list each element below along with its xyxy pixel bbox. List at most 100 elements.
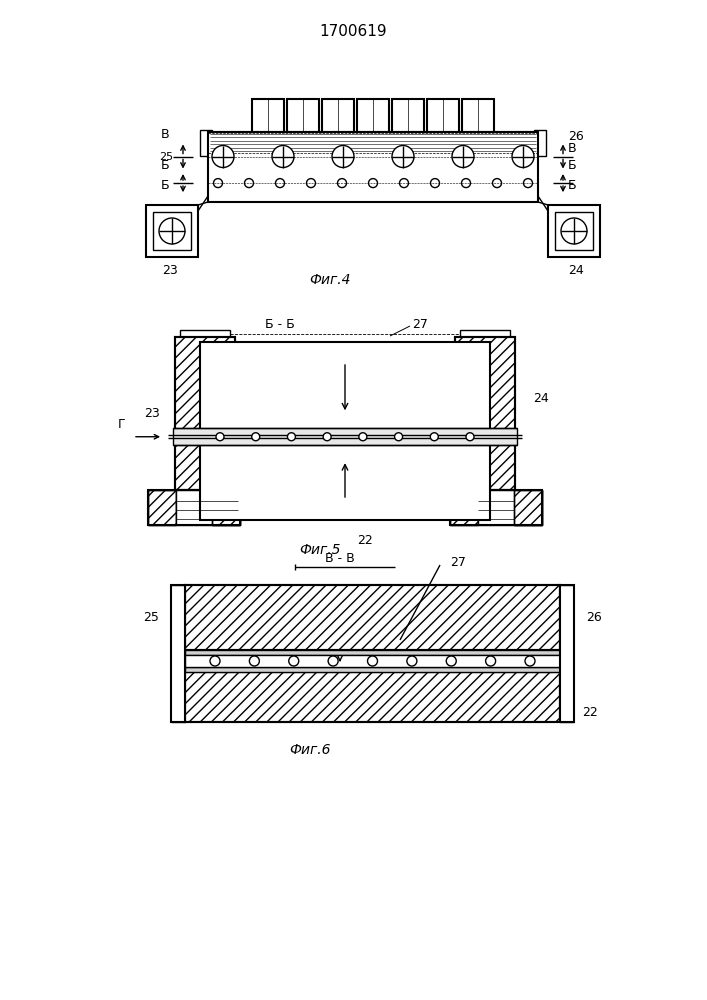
Circle shape bbox=[452, 145, 474, 167]
Circle shape bbox=[525, 656, 535, 666]
Circle shape bbox=[212, 145, 234, 167]
Bar bbox=[478, 490, 542, 525]
Bar bbox=[185, 650, 560, 655]
Circle shape bbox=[337, 179, 346, 188]
Circle shape bbox=[250, 656, 259, 666]
Text: 27: 27 bbox=[412, 318, 428, 330]
Circle shape bbox=[288, 656, 299, 666]
Text: 25: 25 bbox=[143, 611, 159, 624]
Bar bbox=[252, 99, 284, 132]
Text: Фиг.4: Фиг.4 bbox=[309, 273, 351, 287]
Circle shape bbox=[523, 179, 532, 188]
Text: В: В bbox=[568, 142, 577, 155]
Bar bbox=[148, 490, 176, 525]
Bar bbox=[450, 490, 542, 525]
Circle shape bbox=[276, 179, 284, 188]
Circle shape bbox=[307, 179, 315, 188]
Text: Б: Б bbox=[568, 159, 577, 172]
Text: 22: 22 bbox=[582, 706, 597, 718]
Bar bbox=[322, 99, 354, 132]
Text: Б: Б bbox=[568, 179, 577, 192]
Bar bbox=[185, 585, 560, 650]
Bar bbox=[148, 490, 176, 525]
Bar bbox=[200, 342, 490, 520]
Circle shape bbox=[466, 433, 474, 441]
Text: Б: Б bbox=[160, 179, 169, 192]
Bar bbox=[148, 490, 240, 525]
Circle shape bbox=[407, 656, 417, 666]
Circle shape bbox=[216, 433, 224, 441]
Text: Фиг.6: Фиг.6 bbox=[289, 743, 331, 757]
Circle shape bbox=[368, 179, 378, 188]
Bar bbox=[460, 330, 510, 342]
Bar bbox=[200, 130, 212, 156]
Bar bbox=[175, 337, 235, 490]
Circle shape bbox=[328, 656, 338, 666]
Bar bbox=[455, 337, 515, 490]
Circle shape bbox=[493, 179, 501, 188]
Circle shape bbox=[399, 179, 409, 188]
Bar bbox=[212, 490, 240, 525]
Bar bbox=[185, 585, 560, 650]
Bar bbox=[171, 585, 185, 722]
Bar bbox=[560, 585, 574, 722]
Bar bbox=[153, 212, 191, 250]
Bar bbox=[462, 99, 494, 132]
Bar bbox=[185, 667, 560, 672]
Text: В - В: В - В bbox=[325, 552, 355, 564]
Text: Б: Б bbox=[160, 159, 169, 172]
Bar bbox=[185, 655, 560, 667]
Text: 26: 26 bbox=[586, 611, 602, 624]
Circle shape bbox=[392, 145, 414, 167]
Text: 24: 24 bbox=[568, 264, 584, 277]
Text: 25: 25 bbox=[159, 151, 173, 161]
Bar bbox=[212, 490, 240, 525]
Circle shape bbox=[486, 656, 496, 666]
Circle shape bbox=[288, 433, 296, 441]
Text: 23: 23 bbox=[162, 264, 178, 277]
Circle shape bbox=[431, 179, 440, 188]
Bar bbox=[208, 132, 538, 202]
Bar bbox=[460, 485, 510, 497]
Circle shape bbox=[210, 656, 220, 666]
Circle shape bbox=[332, 145, 354, 167]
Circle shape bbox=[462, 179, 470, 188]
Circle shape bbox=[431, 433, 438, 441]
Circle shape bbox=[323, 433, 331, 441]
Text: 26: 26 bbox=[568, 130, 584, 143]
Bar bbox=[180, 330, 230, 342]
Bar bbox=[455, 337, 515, 490]
Bar bbox=[208, 132, 538, 154]
Circle shape bbox=[446, 656, 456, 666]
Circle shape bbox=[395, 433, 402, 441]
Circle shape bbox=[368, 656, 378, 666]
Bar bbox=[175, 337, 235, 490]
Bar bbox=[146, 205, 198, 257]
Text: 1700619: 1700619 bbox=[319, 24, 387, 39]
Text: 23: 23 bbox=[144, 407, 160, 420]
Circle shape bbox=[252, 433, 259, 441]
Bar bbox=[180, 485, 230, 497]
Text: 27: 27 bbox=[450, 556, 466, 570]
Circle shape bbox=[359, 433, 367, 441]
Bar bbox=[514, 490, 542, 525]
Bar bbox=[450, 490, 478, 525]
Circle shape bbox=[214, 179, 223, 188]
Circle shape bbox=[561, 218, 587, 244]
Bar bbox=[427, 99, 459, 132]
Bar bbox=[450, 490, 478, 525]
Text: Б - Б: Б - Б bbox=[265, 318, 295, 330]
Bar bbox=[555, 212, 593, 250]
Bar bbox=[287, 99, 319, 132]
Bar bbox=[185, 672, 560, 722]
Text: В: В bbox=[160, 128, 169, 141]
Bar bbox=[548, 205, 600, 257]
Bar bbox=[534, 130, 546, 156]
Bar bbox=[357, 99, 389, 132]
Text: Фиг.5: Фиг.5 bbox=[299, 543, 341, 557]
Circle shape bbox=[272, 145, 294, 167]
Bar bbox=[185, 672, 560, 722]
Text: Г: Г bbox=[117, 418, 125, 431]
Circle shape bbox=[245, 179, 254, 188]
Text: 24: 24 bbox=[533, 392, 549, 405]
